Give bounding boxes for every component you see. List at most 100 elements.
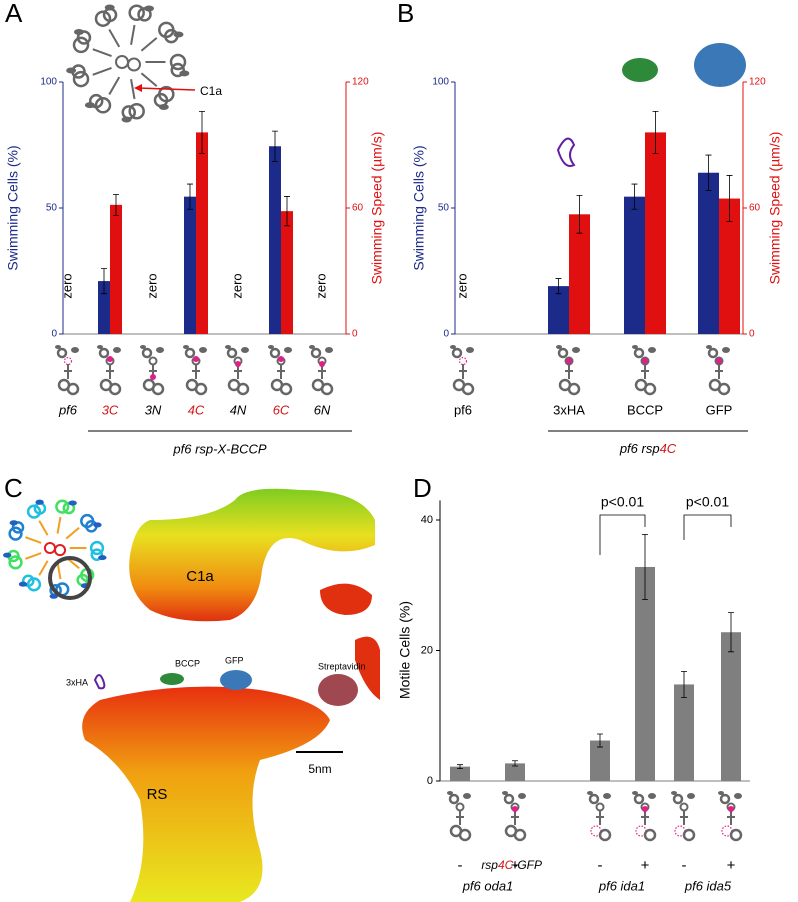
icon-part <box>632 345 638 349</box>
icon-part <box>236 382 250 396</box>
arm <box>144 5 155 12</box>
error-bar <box>101 268 107 295</box>
error-bar <box>512 760 518 767</box>
error-bar <box>555 278 562 295</box>
bar <box>110 204 122 334</box>
bar <box>98 281 110 334</box>
icon-tag <box>566 358 572 364</box>
error-bar <box>728 612 734 653</box>
x-tick-label: GFP <box>706 402 733 417</box>
spoke <box>56 516 62 534</box>
x-tick-label: + <box>511 857 520 874</box>
y2-tick-label: 60 <box>352 203 364 214</box>
y-axis-label: Swimming Cells (%) <box>5 145 21 270</box>
spoke <box>108 29 121 48</box>
x-tick-label: + <box>641 857 650 874</box>
y-tick-label: 50 <box>46 203 58 214</box>
y2-tick-label: 0 <box>352 329 358 340</box>
row-label: rsp4C-GFP <box>481 858 542 872</box>
spoke <box>140 37 158 52</box>
significance-label: p<0.01 <box>601 494 644 510</box>
spoke <box>65 526 80 540</box>
icon-part <box>595 802 605 812</box>
y2-axis-label: Swimming Speed (µm/s) <box>369 132 385 285</box>
icon-part <box>502 791 508 795</box>
icon-part <box>466 347 474 353</box>
icon-part <box>556 345 562 349</box>
value-label: zero <box>144 273 159 298</box>
icon-part <box>448 793 460 805</box>
doublet <box>72 36 90 54</box>
icon-part <box>718 791 724 795</box>
error-bar <box>457 764 463 770</box>
icon-tag <box>193 356 199 362</box>
icon-part <box>225 345 231 349</box>
icon-part <box>463 793 471 799</box>
icon-part <box>458 828 472 842</box>
group-label: pf6 rsp4C <box>619 441 677 456</box>
arm <box>104 4 115 11</box>
x-tick-label: 4C <box>188 402 205 417</box>
icon-tag <box>235 361 241 367</box>
arm <box>35 499 44 505</box>
arm <box>3 552 12 558</box>
bccp-model <box>160 673 184 685</box>
doublet <box>90 548 104 562</box>
icon-part <box>706 345 712 349</box>
doublet <box>94 97 112 114</box>
bccp-label: BCCP <box>175 658 200 668</box>
error-bar <box>726 175 733 223</box>
doublet <box>55 499 70 514</box>
bar <box>698 172 719 334</box>
x-tick-label: 3xHA <box>553 402 585 417</box>
icon-part <box>603 793 611 799</box>
group-label: pf6 ida5 <box>684 878 732 893</box>
icon-part <box>679 802 689 812</box>
icon-part <box>671 791 677 795</box>
error-bar <box>576 195 583 234</box>
central-pair <box>54 544 67 557</box>
x-tick-label: pf6 <box>58 402 78 417</box>
doublet <box>8 555 23 570</box>
value-label: zero <box>59 273 74 298</box>
central-pair <box>43 541 56 555</box>
significance-bracket <box>599 514 646 555</box>
icon-part <box>633 347 645 359</box>
bar <box>645 132 666 334</box>
icon-part <box>97 345 103 349</box>
y2-axis-label: Swimming Speed (µm/s) <box>767 132 783 285</box>
icon-part <box>633 793 645 805</box>
bar <box>590 740 610 781</box>
x-tick-label: + <box>727 857 736 874</box>
icon-part <box>113 347 121 353</box>
error-bar <box>631 183 638 210</box>
spoke <box>92 67 112 76</box>
spoke <box>130 24 136 45</box>
x-tick-label: 3N <box>145 402 162 417</box>
doublet <box>26 504 42 519</box>
icon-part <box>56 347 68 359</box>
y2-tick-label: 0 <box>749 329 755 340</box>
icon-part <box>513 828 527 842</box>
gfp-model <box>694 43 746 87</box>
icon-part <box>458 356 468 366</box>
icon-part <box>55 345 61 349</box>
icon-part <box>71 347 79 353</box>
icon-part <box>729 828 743 842</box>
icon-part <box>518 793 526 799</box>
icon-part <box>722 347 730 353</box>
y-tick-label: 100 <box>40 77 57 88</box>
x-tick-label: BCCP <box>627 402 663 417</box>
icon-part <box>572 347 580 353</box>
icon-tag <box>150 374 156 380</box>
error-bar <box>642 533 648 601</box>
error-bar <box>187 183 193 210</box>
central-pair <box>127 57 141 72</box>
bar <box>548 286 569 334</box>
rs-label: RS <box>147 786 168 803</box>
panel-label: C <box>4 473 23 503</box>
arm <box>93 522 102 528</box>
arm <box>98 555 107 561</box>
icon-part <box>156 347 164 353</box>
row-label-part: -GFP <box>513 858 542 872</box>
